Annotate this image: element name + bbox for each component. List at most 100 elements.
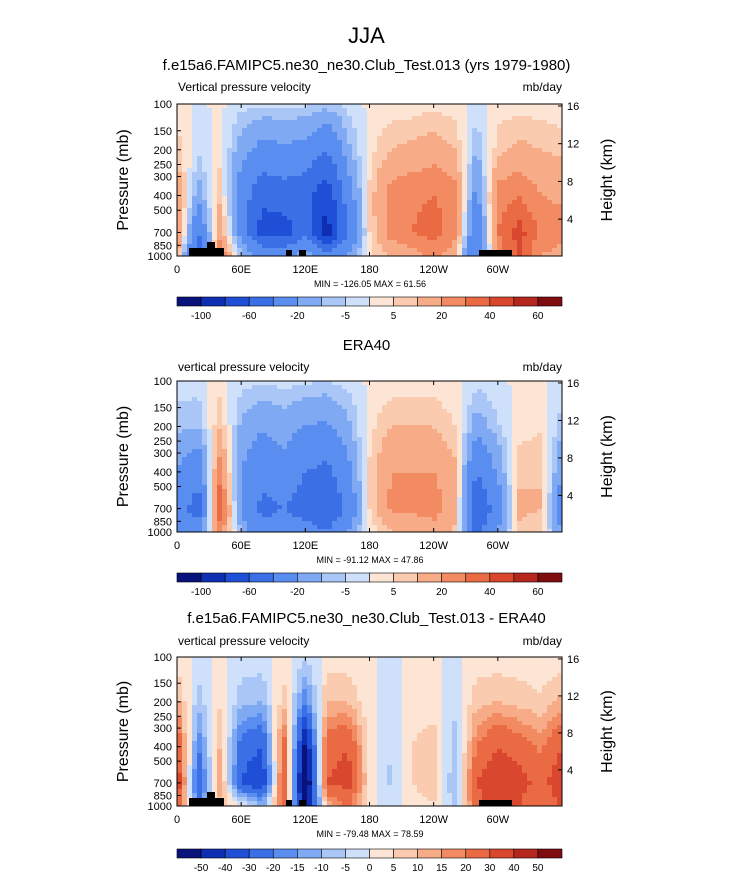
field-cell (242, 140, 248, 145)
field-cell (177, 140, 183, 145)
field-cell (377, 212, 383, 217)
field-cell (337, 108, 343, 113)
field-cell (197, 200, 203, 205)
field-cell (272, 425, 278, 430)
field-cell (307, 433, 313, 438)
field-cell (437, 413, 443, 418)
field-cell (552, 445, 558, 450)
field-cell (342, 132, 348, 137)
field-cell (372, 473, 378, 478)
field-cell (402, 156, 408, 161)
field-cell (327, 176, 333, 181)
field-cell (422, 192, 428, 197)
field-cell (322, 409, 328, 414)
field-cell (462, 429, 468, 434)
field-cell (372, 393, 378, 398)
field-cell (482, 164, 488, 169)
field-cell (227, 200, 233, 205)
field-cell (497, 208, 503, 213)
field-cell (357, 481, 363, 486)
field-cell (477, 132, 483, 137)
field-cell (492, 429, 498, 434)
field-cell (322, 144, 328, 149)
field-cell (432, 180, 438, 185)
field-cell (447, 417, 453, 422)
field-cell (282, 176, 288, 181)
field-cell (522, 156, 528, 161)
field-cell (297, 477, 303, 482)
field-cell (322, 244, 328, 249)
field-cell (277, 140, 283, 145)
field-cell (222, 465, 228, 470)
field-cell (387, 168, 393, 173)
field-cell (487, 417, 493, 422)
field-cell (402, 148, 408, 153)
field-cell (417, 144, 423, 149)
field-cell (277, 433, 283, 438)
field-cell (297, 389, 303, 394)
field-cell (407, 232, 413, 237)
field-cell (312, 156, 318, 161)
field-cell (507, 413, 513, 418)
field-cell (277, 244, 283, 249)
field-cell (442, 401, 448, 406)
field-cell (197, 152, 203, 157)
field-cell (207, 200, 213, 205)
field-cell (432, 469, 438, 474)
field-cell (432, 453, 438, 458)
field-cell (387, 120, 393, 125)
field-cell (502, 461, 508, 466)
field-cell (362, 172, 368, 177)
field-cell (477, 152, 483, 157)
field-cell (547, 457, 553, 462)
field-cell (407, 381, 413, 386)
field-cell (397, 120, 403, 125)
field-cell (417, 421, 423, 426)
field-cell (207, 124, 213, 129)
field-cell (467, 453, 473, 458)
field-cell (357, 204, 363, 209)
field-cell (187, 192, 193, 197)
field-cell (262, 108, 268, 113)
field-cell (412, 156, 418, 161)
field-cell (262, 405, 268, 410)
field-cell (357, 449, 363, 454)
field-cell (247, 433, 253, 438)
field-cell (527, 381, 533, 386)
field-cell (522, 465, 528, 470)
field-cell (502, 232, 508, 237)
field-cell (257, 184, 263, 189)
field-cell (437, 152, 443, 157)
field-cell (262, 429, 268, 434)
field-cell (482, 417, 488, 422)
field-cell (182, 224, 188, 229)
field-cell (382, 172, 388, 177)
field-cell (467, 461, 473, 466)
field-cell (392, 184, 398, 189)
field-cell (552, 136, 558, 141)
colorbar-label: 60 (532, 311, 544, 322)
field-cell (377, 429, 383, 434)
field-cell (297, 449, 303, 454)
field-cell (457, 409, 463, 414)
field-cell (222, 469, 228, 474)
field-cell (247, 212, 253, 217)
field-cell (197, 148, 203, 153)
field-cell (257, 120, 263, 125)
field-cell (417, 381, 423, 386)
field-cell (502, 389, 508, 394)
field-cell (457, 192, 463, 197)
field-cell (457, 200, 463, 205)
field-cell (387, 465, 393, 470)
field-cell (257, 421, 263, 426)
field-cell (547, 104, 553, 109)
field-cell (192, 433, 198, 438)
field-cell (222, 204, 228, 209)
field-cell (312, 188, 318, 193)
field-cell (252, 208, 258, 213)
field-cell (492, 389, 498, 394)
field-cell (367, 385, 373, 390)
field-cell (222, 160, 228, 165)
pressure-tick-label: 500 (154, 205, 172, 217)
field-cell (462, 112, 468, 117)
